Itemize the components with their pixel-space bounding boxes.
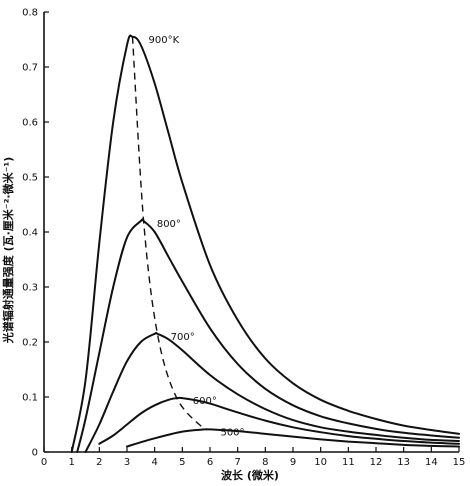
y-tick-label: 0.2 <box>22 338 38 349</box>
y-tick-label: 0.1 <box>22 393 38 404</box>
series-label: 800° <box>157 219 181 230</box>
x-axis-title: 波长 (微米) <box>221 468 279 482</box>
axis-ticks: 0 1 2 3 4 5 6 7 8 9 10 11 12 13 14 1500.10.20.30.40.50.… <box>22 8 465 469</box>
x-tick-label: 15 <box>453 457 466 468</box>
x-tick-label: 10 <box>314 457 327 468</box>
series-label: 900°K <box>149 35 180 46</box>
x-tick-label: 3 <box>124 457 130 468</box>
series-line <box>70 34 460 453</box>
x-tick-label: 8 <box>262 457 268 468</box>
x-tick-label: 0 <box>41 457 47 468</box>
y-tick-label: 0.8 <box>22 8 38 19</box>
x-tick-label: 5 <box>179 457 185 468</box>
x-tick-label: 6 <box>207 457 213 468</box>
x-tick-label: 4 <box>151 457 157 468</box>
series-line <box>76 218 460 453</box>
x-tick-label: 12 <box>370 457 383 468</box>
series-line <box>84 331 460 453</box>
series-line <box>126 428 460 448</box>
series-line <box>98 396 460 445</box>
y-tick-label: 0.6 <box>22 118 38 129</box>
y-tick-label: 0.5 <box>22 173 38 184</box>
x-tick-label: 13 <box>397 457 410 468</box>
y-tick-label: 0.3 <box>22 283 38 294</box>
series-label: 600° <box>193 396 217 407</box>
series-label: 700° <box>171 332 195 343</box>
x-tick-label: 1 <box>68 457 74 468</box>
y-tick-label: 0 <box>32 448 38 459</box>
peak-locus-line <box>131 36 206 430</box>
series-labels: 900°K 800° 700° 600° 500° <box>149 35 245 439</box>
x-tick-label: 9 <box>290 457 296 468</box>
series-curves <box>70 34 460 453</box>
y-tick-label: 0.4 <box>22 228 38 239</box>
x-tick-label: 7 <box>234 457 240 468</box>
plot-frame <box>43 12 459 453</box>
y-axis-title: 光谱辐射通量强度 (瓦·厘米⁻²·微米⁻¹) <box>1 157 15 345</box>
y-tick-label: 0.7 <box>22 63 38 74</box>
x-tick-label: 14 <box>425 457 438 468</box>
series-label: 500° <box>220 427 244 438</box>
x-tick-label: 2 <box>96 457 102 468</box>
x-tick-label: 11 <box>342 457 355 468</box>
